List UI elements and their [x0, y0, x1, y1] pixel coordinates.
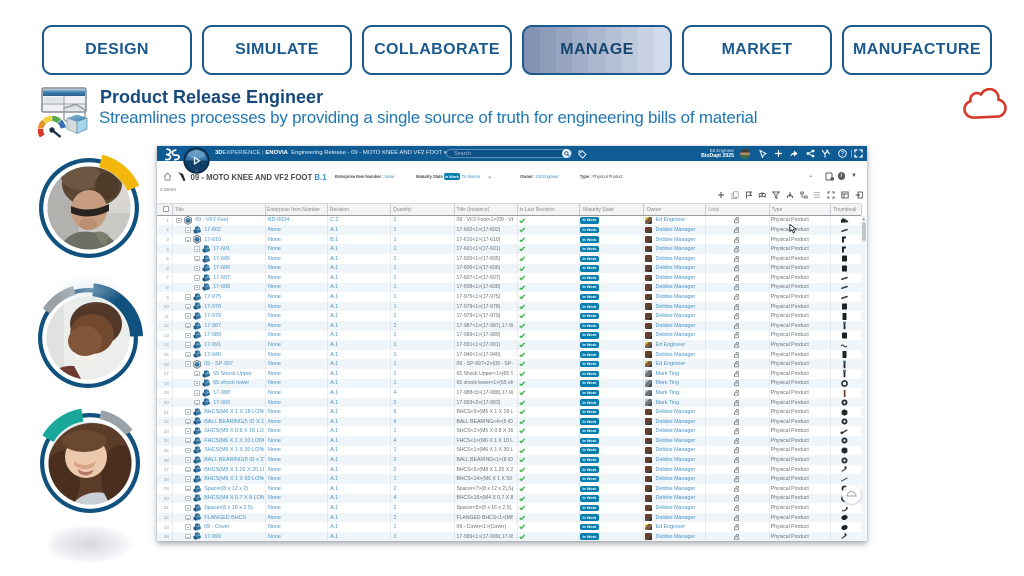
svg-text:U: U	[195, 168, 197, 172]
svg-text:?: ?	[840, 152, 844, 158]
svg-text:R: R	[195, 149, 198, 153]
